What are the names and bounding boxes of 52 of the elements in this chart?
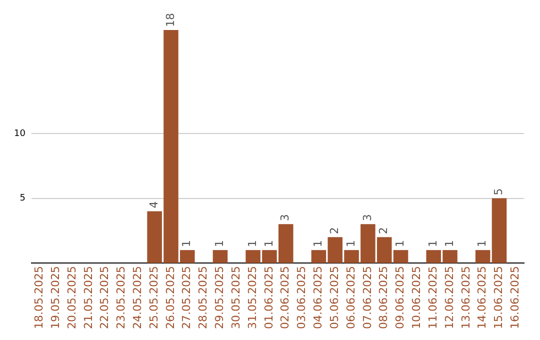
data-label: 1: [344, 240, 358, 248]
x-tick-label: 14.06.2025: [476, 266, 489, 330]
x-tick-label: 10.06.2025: [410, 266, 424, 330]
x-tick-label: 09.06.2025: [394, 266, 407, 330]
data-label: 5: [492, 188, 506, 196]
data-label: 1: [262, 240, 276, 248]
x-tick-label: 03.06.2025: [295, 266, 308, 330]
x-tick-label: 12.06.2025: [442, 266, 456, 330]
x-tick-label: 23.05.2025: [114, 266, 128, 330]
x-tick-label: 27.05.2025: [180, 266, 194, 330]
bar: [393, 250, 408, 264]
data-label: 2: [328, 227, 341, 234]
x-tick-label: 28.05.2025: [196, 266, 210, 330]
data-label: 3: [360, 214, 374, 222]
bar: [492, 198, 507, 264]
data-label: 3: [278, 214, 292, 222]
x-tick-label: 29.05.2025: [213, 266, 226, 330]
x-tick-label: 05.06.2025: [328, 266, 341, 330]
data-label: 1: [312, 240, 325, 248]
x-tick-label: 15.06.2025: [492, 266, 506, 330]
x-tick-label: 18.05.2025: [32, 266, 46, 330]
data-label: 1: [246, 240, 259, 248]
data-label: 1: [180, 240, 194, 248]
x-tick-label: 22.05.2025: [98, 266, 112, 330]
x-tick-label: 25.05.2025: [147, 266, 160, 330]
x-tick-label: 24.05.2025: [131, 266, 144, 330]
data-label: 1: [426, 240, 440, 248]
x-tick-label: 20.05.2025: [65, 266, 78, 330]
x-tick-label: 08.06.2025: [377, 266, 390, 330]
x-tick-label: 11.06.2025: [426, 266, 440, 330]
x-tick-label: 04.06.2025: [312, 266, 325, 330]
y-tick-label: 10: [14, 128, 26, 139]
x-tick-label: 16.06.2025: [508, 266, 522, 330]
bar: [212, 250, 228, 264]
data-label: 18: [164, 13, 177, 27]
data-label: 1: [442, 240, 456, 248]
x-tick-label: 26.05.2025: [164, 266, 177, 330]
x-tick-label: 13.06.2025: [459, 266, 472, 330]
x-tick-label: 31.05.2025: [246, 266, 259, 330]
data-label: 2: [377, 227, 390, 234]
x-tick-label: 07.06.2025: [360, 266, 374, 330]
x-tick-label: 01.06.2025: [262, 266, 276, 330]
data-label: 1: [476, 240, 489, 248]
data-label: 1: [213, 240, 226, 248]
data-label: 4: [147, 201, 160, 208]
x-tick-label: 21.05.2025: [82, 266, 95, 330]
data-label: 1: [394, 240, 407, 248]
bar: [475, 250, 490, 264]
x-tick-label: 02.06.2025: [278, 266, 292, 330]
x-tick-label: 19.05.2025: [48, 266, 62, 330]
x-tick-label: 06.06.2025: [344, 266, 358, 330]
x-tick-label: 30.05.2025: [229, 266, 242, 330]
